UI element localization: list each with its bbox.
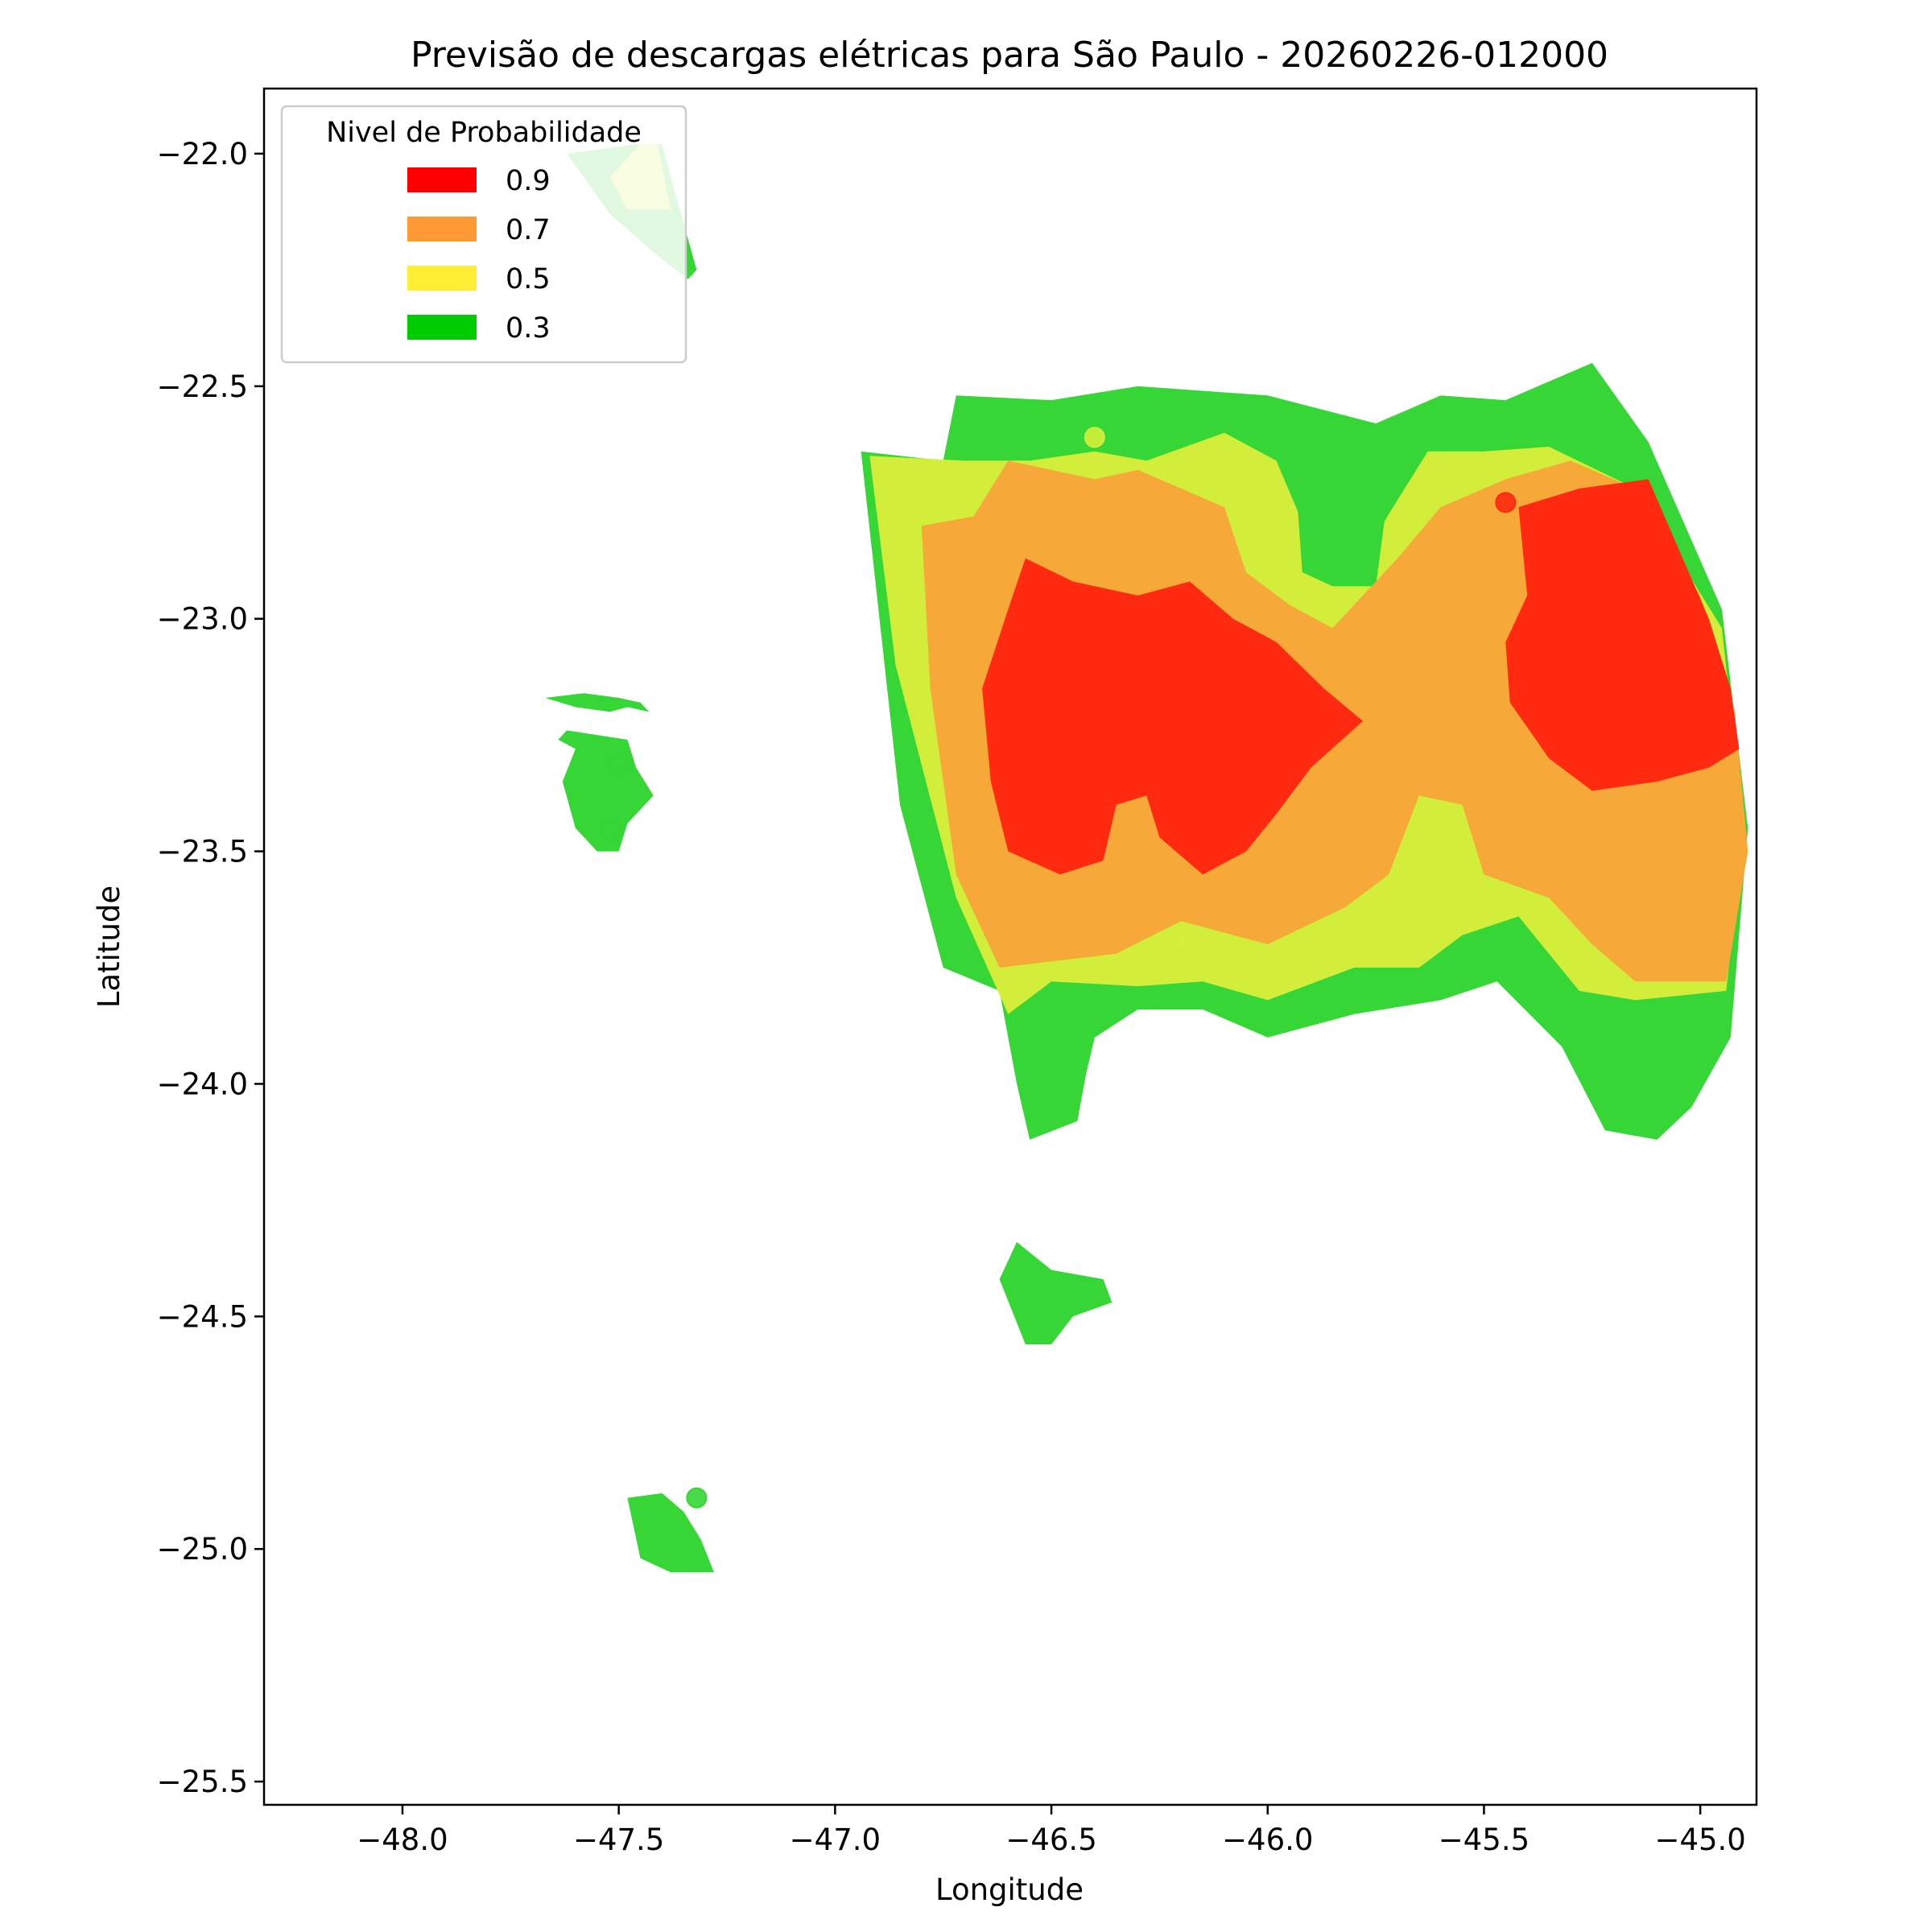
legend-label-09: 0.9 [506, 165, 551, 197]
y-axis: −22.0 −22.5 −23.0 −23.5 −24.0 −24.5 −25.0 −25.5 [157, 137, 264, 1799]
x-tick-label: −46.5 [1005, 1823, 1096, 1857]
y-tick-label: −22.5 [157, 369, 248, 404]
marker-1 [1495, 492, 1517, 514]
y-tick-label: −24.5 [157, 1299, 248, 1334]
y-axis-label: Latitude [92, 886, 126, 1008]
y-tick-label: −23.5 [157, 835, 248, 869]
region-level-03-10 [627, 1492, 714, 1573]
legend-swatch-07 [407, 217, 477, 242]
legend-box [280, 105, 687, 364]
legend-swatch-05 [407, 266, 477, 291]
x-axis: −48.0 −47.5 −47.0 −46.5 −46.0 −45.5 −45.0 [357, 1805, 1746, 1857]
legend-label-03: 0.3 [506, 312, 551, 345]
chart-title: Previsão de descargas elétricas para São… [411, 35, 1608, 76]
legend-label-05: 0.5 [506, 263, 551, 295]
marker-0 [1084, 427, 1105, 448]
marker-3 [599, 817, 621, 839]
x-tick-label: −48.0 [357, 1823, 448, 1857]
marker-5 [1235, 906, 1257, 927]
legend-label-07: 0.7 [506, 214, 551, 246]
y-tick-label: −25.0 [157, 1532, 248, 1567]
plot-frame [262, 87, 1758, 1806]
x-tick-label: −47.0 [790, 1823, 881, 1857]
region-level-09-3 [982, 558, 1363, 875]
region-level-03-7 [545, 693, 650, 712]
region-level-03-9 [999, 1241, 1113, 1344]
marker-4 [1036, 906, 1058, 927]
y-tick-label: −23.0 [157, 602, 248, 637]
x-tick-label: −45.0 [1654, 1823, 1745, 1857]
point-markers [599, 427, 1517, 1509]
x-tick-label: −45.5 [1439, 1823, 1530, 1857]
marker-2 [608, 752, 630, 774]
legend-title: Nivel de Probabilidade [326, 117, 642, 149]
x-tick-label: −46.0 [1222, 1823, 1313, 1857]
marker-6 [1170, 929, 1192, 951]
region-level-03-8 [558, 730, 654, 852]
legend-swatch-03 [407, 315, 477, 340]
marker-7 [686, 1487, 708, 1509]
legend: Nivel de Probabilidade 0.9 0.7 0.5 0.3 [280, 105, 687, 364]
y-tick-label: −25.5 [157, 1765, 248, 1799]
x-tick-label: −47.5 [573, 1823, 664, 1857]
region-level-09-4 [1505, 479, 1740, 791]
y-tick-label: −24.0 [157, 1067, 248, 1101]
y-tick-label: −22.0 [157, 137, 248, 171]
legend-swatch-09 [407, 167, 477, 192]
x-axis-label: Longitude [935, 1872, 1084, 1907]
